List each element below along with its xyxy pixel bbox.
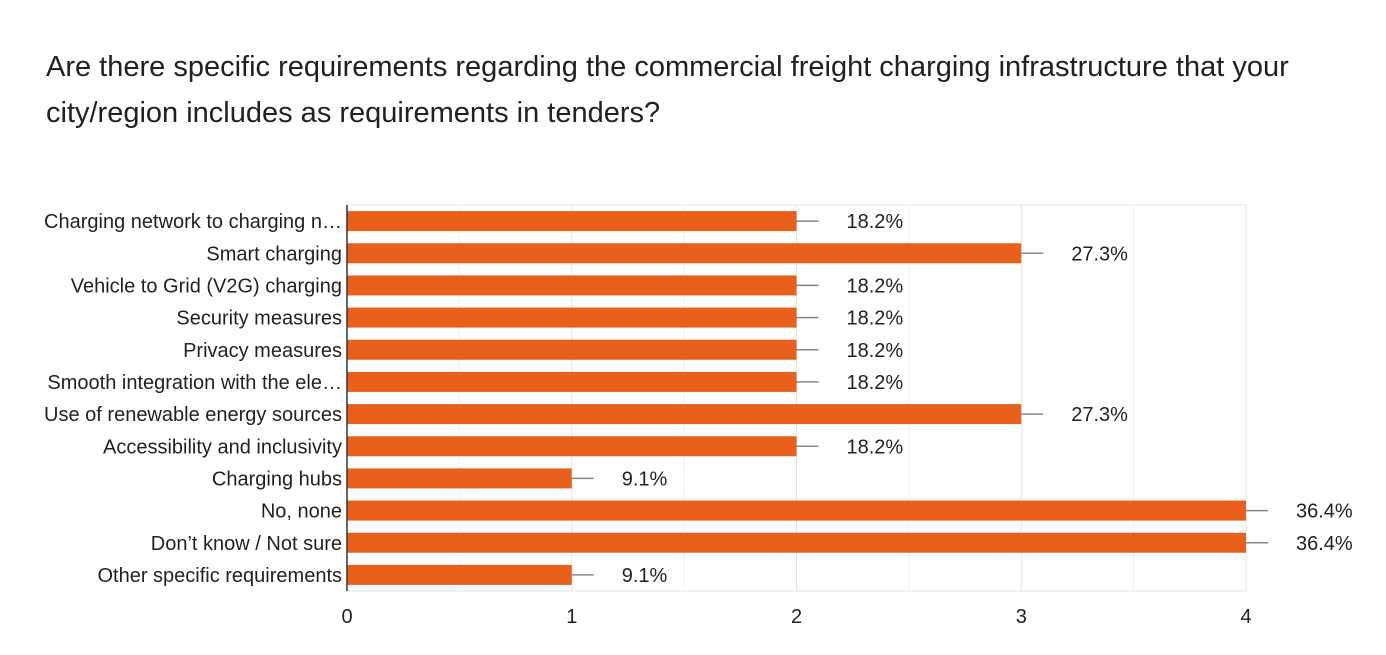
category-label: Smooth integration with the ele… (47, 372, 342, 394)
data-label: 18.2% (847, 275, 904, 297)
x-tick-label: 2 (791, 606, 802, 628)
bar (347, 404, 1022, 425)
x-tick-label: 0 (341, 606, 352, 628)
data-label: 9.1% (622, 468, 668, 490)
data-label: 18.2% (847, 436, 904, 458)
bar (347, 275, 797, 296)
category-label: Vehicle to Grid (V2G) charging (71, 275, 342, 297)
bar (347, 307, 797, 328)
gridlines (458, 205, 1247, 591)
x-axis-ticks: 0 1 2 3 4 (341, 606, 1251, 628)
bar (347, 468, 572, 489)
data-label: 18.2% (847, 340, 904, 362)
category-label: No, none (261, 501, 342, 523)
bar (347, 500, 1246, 521)
category-label: Accessibility and inclusivity (103, 436, 342, 458)
category-label: Don’t know / Not sure (151, 533, 342, 555)
data-label: 18.2% (847, 308, 904, 330)
data-label: 27.3% (1071, 404, 1128, 426)
bar (347, 211, 797, 232)
x-tick-label: 3 (1016, 606, 1027, 628)
bar (347, 339, 797, 360)
data-label: 18.2% (847, 372, 904, 394)
category-label: Charging hubs (212, 468, 342, 490)
category-labels: Charging network to charging n… Smart cha… (44, 211, 342, 587)
bar (347, 243, 1022, 264)
category-label: Smart charging (206, 243, 342, 265)
data-label: 36.4% (1296, 501, 1353, 523)
bar (347, 564, 572, 585)
category-label: Privacy measures (183, 340, 342, 362)
bars: 18.2% 27.3% 18.2% 18.2% 18.2% 18.2% 27.3% 18.2%… (347, 211, 1353, 587)
x-tick-label: 4 (1240, 606, 1251, 628)
bar (347, 532, 1246, 553)
chart-title: Are there specific requirements regardin… (46, 51, 1289, 129)
data-label: 27.3% (1071, 243, 1128, 265)
category-label: Use of renewable energy sources (44, 404, 342, 426)
data-label: 9.1% (622, 565, 668, 587)
data-label: 18.2% (847, 211, 904, 233)
x-tick-label: 1 (566, 606, 577, 628)
bar (347, 436, 797, 457)
bar (347, 371, 797, 392)
category-label: Charging network to charging n… (44, 211, 342, 233)
data-label: 36.4% (1296, 533, 1353, 555)
category-label: Security measures (176, 308, 342, 330)
category-label: Other specific requirements (97, 565, 342, 587)
